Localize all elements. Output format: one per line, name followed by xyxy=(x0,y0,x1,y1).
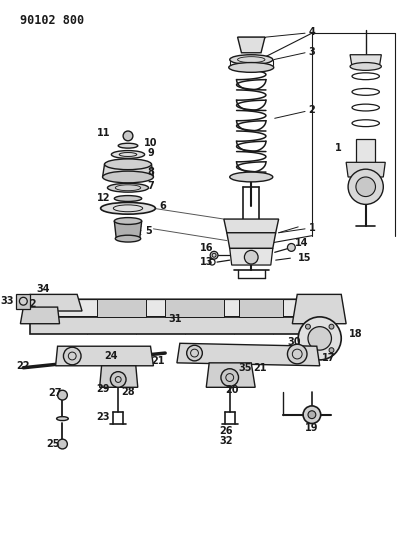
Polygon shape xyxy=(177,343,320,366)
Ellipse shape xyxy=(104,159,152,169)
Ellipse shape xyxy=(118,143,138,148)
Text: 9: 9 xyxy=(148,148,154,158)
Ellipse shape xyxy=(102,171,153,183)
Polygon shape xyxy=(17,294,30,309)
Polygon shape xyxy=(292,294,346,324)
Polygon shape xyxy=(20,307,60,324)
Text: 90102 800: 90102 800 xyxy=(20,14,85,27)
Text: 22: 22 xyxy=(17,361,30,371)
Ellipse shape xyxy=(114,196,142,201)
Polygon shape xyxy=(350,55,382,67)
Polygon shape xyxy=(346,163,385,177)
Circle shape xyxy=(329,324,334,329)
Circle shape xyxy=(306,324,310,329)
Text: 8: 8 xyxy=(148,167,154,177)
Text: 26: 26 xyxy=(219,426,233,437)
Text: 10: 10 xyxy=(144,138,157,148)
Polygon shape xyxy=(230,248,273,265)
Text: 3: 3 xyxy=(308,47,315,57)
Polygon shape xyxy=(97,299,146,317)
Circle shape xyxy=(187,345,202,361)
Polygon shape xyxy=(102,164,153,177)
Polygon shape xyxy=(56,346,153,366)
Polygon shape xyxy=(239,299,283,317)
Polygon shape xyxy=(114,221,142,239)
Text: 32: 32 xyxy=(219,436,233,446)
Circle shape xyxy=(287,244,295,252)
Text: 15: 15 xyxy=(298,253,312,263)
Text: 33: 33 xyxy=(0,296,13,306)
Circle shape xyxy=(64,347,81,365)
Text: 21: 21 xyxy=(152,356,165,366)
Ellipse shape xyxy=(230,172,273,182)
Polygon shape xyxy=(30,299,324,317)
Circle shape xyxy=(245,251,258,264)
Text: 18: 18 xyxy=(349,328,363,338)
Ellipse shape xyxy=(230,55,273,64)
Text: 24: 24 xyxy=(104,351,118,361)
Text: 1: 1 xyxy=(308,223,315,233)
Circle shape xyxy=(348,169,384,204)
Text: 4: 4 xyxy=(308,27,315,37)
Circle shape xyxy=(19,297,27,305)
Text: 17: 17 xyxy=(322,353,335,363)
Circle shape xyxy=(329,348,334,353)
Text: 1: 1 xyxy=(335,143,341,152)
Polygon shape xyxy=(206,363,255,387)
Polygon shape xyxy=(224,219,279,233)
Text: 6: 6 xyxy=(159,201,166,212)
Polygon shape xyxy=(227,233,276,248)
Circle shape xyxy=(287,344,307,364)
Text: 21: 21 xyxy=(253,363,267,373)
Text: 31: 31 xyxy=(168,314,182,324)
Circle shape xyxy=(221,369,239,386)
Ellipse shape xyxy=(350,62,382,70)
Polygon shape xyxy=(237,37,265,53)
Text: 29: 29 xyxy=(97,384,110,394)
Text: 12: 12 xyxy=(97,192,110,203)
Ellipse shape xyxy=(114,217,142,224)
Polygon shape xyxy=(356,139,376,167)
Polygon shape xyxy=(165,299,224,317)
Polygon shape xyxy=(30,317,324,334)
Ellipse shape xyxy=(112,151,145,158)
Circle shape xyxy=(308,411,316,418)
Circle shape xyxy=(58,439,67,449)
Text: 19: 19 xyxy=(305,423,319,433)
Polygon shape xyxy=(100,366,138,387)
Text: 20: 20 xyxy=(225,385,239,395)
Ellipse shape xyxy=(100,203,155,214)
Text: 14: 14 xyxy=(295,238,309,247)
Text: 32: 32 xyxy=(23,299,37,309)
Polygon shape xyxy=(26,294,82,311)
Circle shape xyxy=(356,177,376,197)
Circle shape xyxy=(303,406,321,424)
Text: 13: 13 xyxy=(200,257,213,267)
Circle shape xyxy=(58,390,67,400)
Text: 25: 25 xyxy=(46,439,59,449)
Text: 5: 5 xyxy=(146,226,152,236)
Text: 35: 35 xyxy=(239,363,252,373)
Ellipse shape xyxy=(115,235,141,242)
Circle shape xyxy=(210,252,218,259)
Text: 23: 23 xyxy=(97,411,110,422)
Text: 16: 16 xyxy=(200,244,213,253)
Text: 27: 27 xyxy=(48,388,61,398)
Ellipse shape xyxy=(108,183,148,192)
Text: 34: 34 xyxy=(36,285,50,295)
Text: 2: 2 xyxy=(308,106,315,116)
Circle shape xyxy=(110,372,126,387)
Circle shape xyxy=(306,348,310,353)
Text: 30: 30 xyxy=(287,337,301,348)
Text: 7: 7 xyxy=(148,181,154,191)
Ellipse shape xyxy=(229,62,274,72)
Circle shape xyxy=(308,327,331,350)
Text: 28: 28 xyxy=(121,387,135,397)
Ellipse shape xyxy=(57,417,68,421)
Circle shape xyxy=(298,317,341,360)
Text: 11: 11 xyxy=(97,128,110,138)
Circle shape xyxy=(123,131,133,141)
